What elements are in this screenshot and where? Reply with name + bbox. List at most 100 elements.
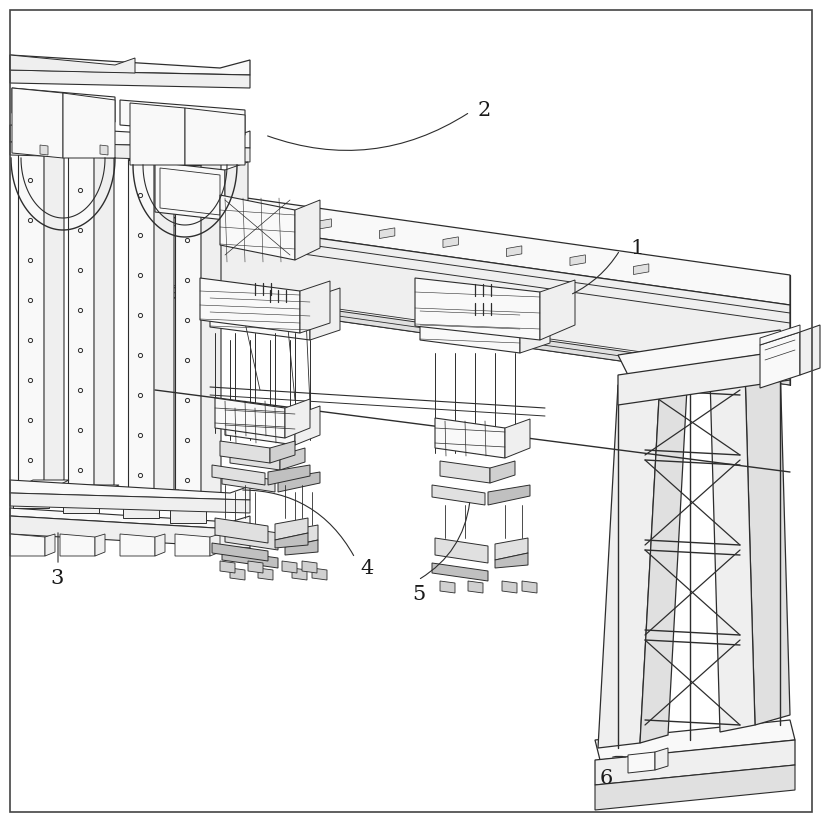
- Polygon shape: [155, 162, 225, 220]
- Polygon shape: [440, 461, 490, 483]
- Polygon shape: [170, 495, 226, 505]
- Polygon shape: [230, 568, 245, 580]
- Polygon shape: [155, 215, 790, 385]
- Polygon shape: [201, 155, 221, 505]
- Polygon shape: [175, 534, 210, 556]
- Polygon shape: [710, 370, 755, 732]
- Polygon shape: [175, 165, 201, 505]
- Polygon shape: [316, 219, 331, 229]
- Polygon shape: [10, 516, 250, 548]
- Polygon shape: [10, 493, 250, 513]
- Polygon shape: [595, 765, 795, 810]
- Polygon shape: [282, 561, 297, 573]
- Polygon shape: [225, 525, 278, 550]
- Polygon shape: [155, 534, 165, 556]
- Polygon shape: [468, 581, 483, 593]
- Polygon shape: [618, 350, 790, 405]
- Polygon shape: [210, 534, 220, 556]
- Polygon shape: [295, 406, 320, 445]
- Polygon shape: [443, 237, 459, 247]
- Polygon shape: [123, 490, 179, 500]
- Polygon shape: [40, 145, 48, 155]
- Polygon shape: [745, 360, 790, 725]
- Polygon shape: [268, 465, 310, 485]
- Polygon shape: [432, 563, 488, 581]
- Text: 3: 3: [50, 569, 63, 588]
- Polygon shape: [280, 448, 305, 470]
- Polygon shape: [252, 210, 268, 220]
- Polygon shape: [495, 553, 528, 568]
- Text: 1: 1: [630, 238, 644, 257]
- Polygon shape: [598, 380, 660, 748]
- Polygon shape: [155, 285, 790, 385]
- Polygon shape: [302, 561, 317, 573]
- Polygon shape: [520, 301, 550, 353]
- Polygon shape: [10, 55, 135, 73]
- Polygon shape: [300, 281, 330, 333]
- Polygon shape: [490, 461, 515, 483]
- Polygon shape: [655, 748, 668, 770]
- Polygon shape: [18, 145, 44, 490]
- Polygon shape: [760, 325, 800, 345]
- Polygon shape: [270, 441, 295, 463]
- Polygon shape: [215, 398, 285, 438]
- Polygon shape: [10, 55, 250, 75]
- Polygon shape: [505, 419, 530, 458]
- Polygon shape: [63, 485, 119, 495]
- Polygon shape: [258, 568, 273, 580]
- Polygon shape: [123, 500, 159, 518]
- Polygon shape: [522, 581, 537, 593]
- Polygon shape: [175, 155, 221, 165]
- Polygon shape: [415, 278, 540, 340]
- Polygon shape: [225, 405, 295, 445]
- Polygon shape: [285, 525, 318, 547]
- Polygon shape: [222, 472, 275, 492]
- Polygon shape: [44, 135, 64, 490]
- Polygon shape: [60, 534, 95, 556]
- Polygon shape: [640, 370, 688, 743]
- Polygon shape: [540, 280, 575, 340]
- Polygon shape: [68, 145, 114, 155]
- Polygon shape: [628, 752, 655, 773]
- Polygon shape: [595, 740, 795, 785]
- Polygon shape: [63, 495, 99, 513]
- Polygon shape: [185, 108, 245, 165]
- Polygon shape: [420, 298, 520, 353]
- Polygon shape: [285, 399, 310, 438]
- Polygon shape: [225, 162, 248, 220]
- Polygon shape: [128, 150, 174, 160]
- Polygon shape: [495, 538, 528, 560]
- Polygon shape: [502, 581, 517, 593]
- Polygon shape: [12, 88, 115, 122]
- Polygon shape: [10, 142, 250, 162]
- Polygon shape: [285, 540, 318, 555]
- Polygon shape: [278, 472, 320, 492]
- Polygon shape: [310, 288, 340, 340]
- Polygon shape: [200, 278, 300, 333]
- Polygon shape: [220, 561, 235, 573]
- Polygon shape: [248, 561, 263, 573]
- Polygon shape: [160, 168, 220, 215]
- Polygon shape: [10, 70, 250, 88]
- Polygon shape: [435, 538, 488, 563]
- Text: 4: 4: [360, 558, 373, 578]
- Polygon shape: [488, 485, 530, 505]
- Text: 2: 2: [478, 100, 492, 119]
- Polygon shape: [220, 195, 295, 260]
- Polygon shape: [170, 505, 206, 523]
- Polygon shape: [120, 100, 245, 135]
- Polygon shape: [312, 568, 327, 580]
- Polygon shape: [45, 534, 55, 556]
- Polygon shape: [275, 533, 308, 548]
- Polygon shape: [432, 485, 485, 505]
- Polygon shape: [595, 720, 795, 760]
- Polygon shape: [220, 441, 270, 463]
- Polygon shape: [18, 135, 64, 145]
- Polygon shape: [570, 255, 585, 266]
- Polygon shape: [380, 228, 395, 238]
- Polygon shape: [94, 145, 114, 495]
- Polygon shape: [10, 125, 250, 148]
- Polygon shape: [68, 155, 94, 495]
- Polygon shape: [212, 543, 268, 561]
- Polygon shape: [222, 550, 278, 568]
